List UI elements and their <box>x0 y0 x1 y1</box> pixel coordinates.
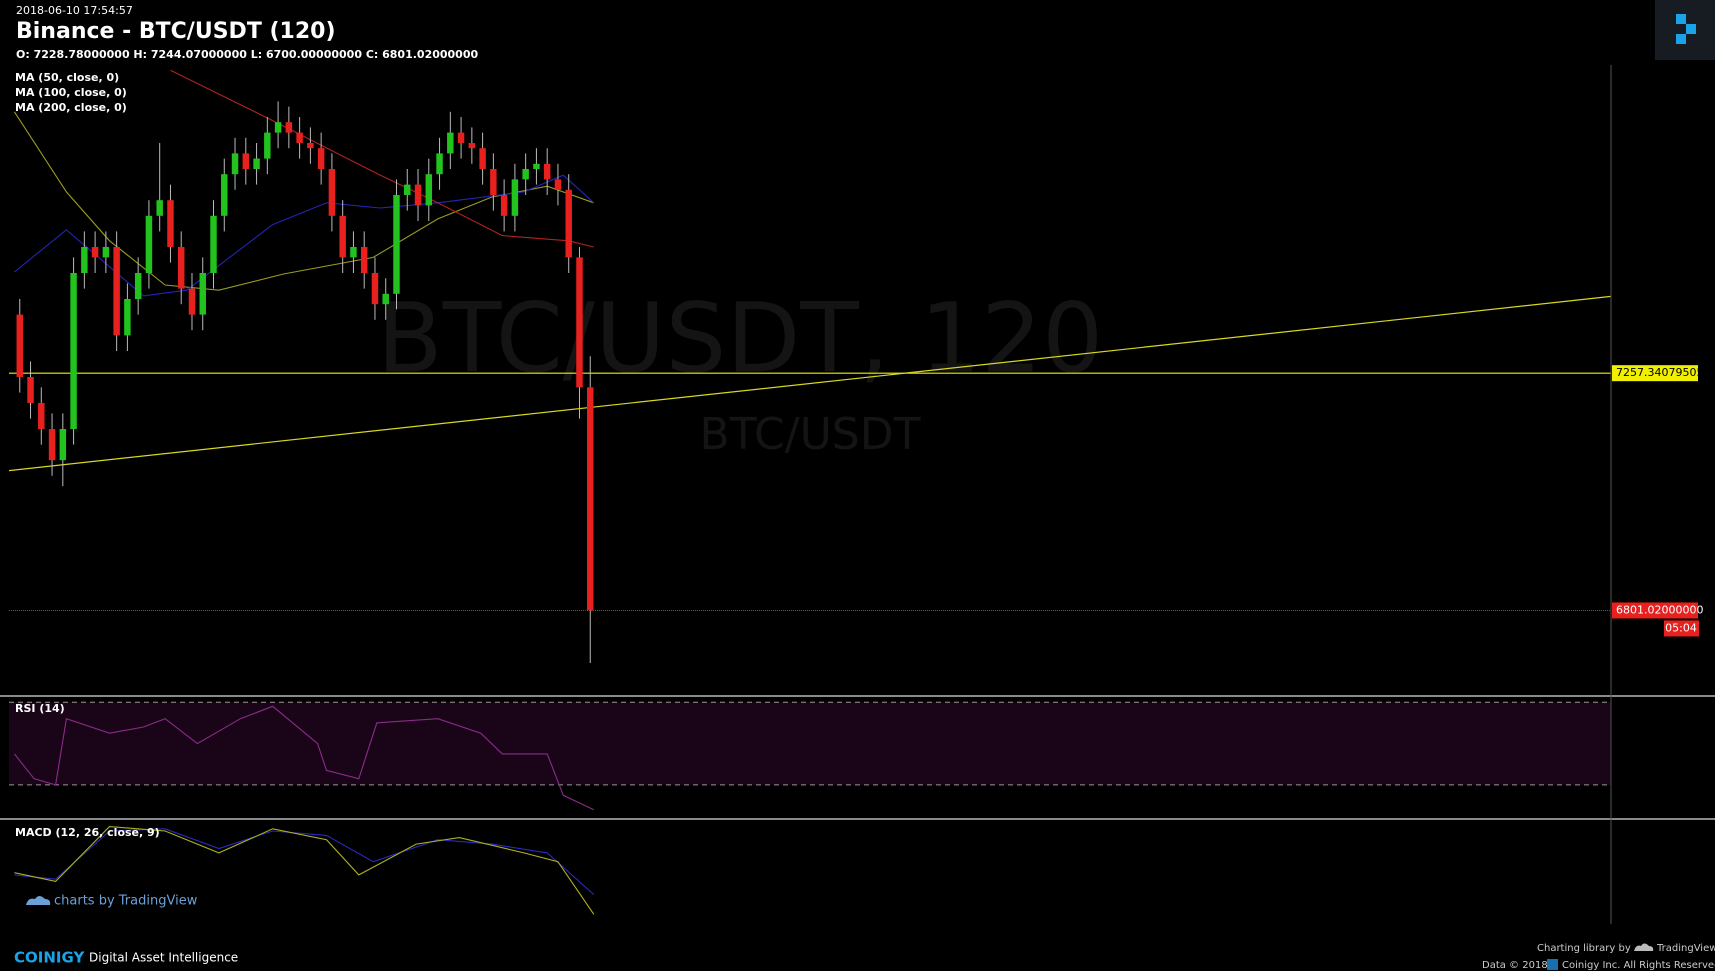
library: Charting library by <box>1537 943 1631 954</box>
candle-body <box>350 247 357 258</box>
candle-body <box>414 184 422 206</box>
candle-body <box>307 143 314 149</box>
candle-body <box>543 163 551 180</box>
candle-body <box>156 200 163 216</box>
legend-entry: MA (200, close, 0) <box>15 101 127 114</box>
countdown-box <box>1664 620 1699 637</box>
candle-body <box>296 132 303 143</box>
data-year: Data © 2018 <box>1482 960 1548 971</box>
candle-body <box>124 299 131 336</box>
library-name: TradingView <box>1656 943 1715 954</box>
legend-entry: MA (100, close, 0) <box>15 86 127 99</box>
indicator-pane <box>9 701 1611 811</box>
candle-body <box>38 403 45 429</box>
last-price-box <box>1612 602 1698 619</box>
candle-body <box>231 153 239 175</box>
tv-badge: charts by TradingView <box>54 894 198 909</box>
coinigy-logo-icon <box>1676 14 1696 44</box>
indicator-line <box>14 828 595 896</box>
candle-body <box>264 132 271 159</box>
candle-body <box>134 273 142 299</box>
candle-body <box>27 377 34 403</box>
candle-body <box>328 169 336 216</box>
candle-body <box>500 195 508 216</box>
pane-title: MACD (12, 26, close, 9) <box>15 826 160 839</box>
candle-body <box>479 148 486 169</box>
countdown-label: 05:04 <box>1665 621 1697 634</box>
candle-body <box>404 184 411 195</box>
marks <box>9 69 1611 915</box>
trend-line <box>9 295 1611 472</box>
candle-body <box>285 122 293 133</box>
candle-body <box>113 247 120 336</box>
candle-body <box>317 148 325 169</box>
rights: Coinigy Inc. All Rights Reserved <box>1562 960 1715 971</box>
candle-body <box>188 288 196 315</box>
candle-body <box>360 247 368 273</box>
indicator-pane <box>14 826 595 915</box>
candle-body <box>59 429 67 461</box>
candle-body <box>425 174 433 206</box>
header-ohlc: O: 7228.78000000 H: 7244.07000000 L: 670… <box>16 48 478 61</box>
hline-label: 7257.34079505 <box>1616 366 1703 379</box>
candle-body <box>253 158 260 169</box>
hline-label-box <box>1612 365 1698 382</box>
legend-entry: MA (50, close, 0) <box>15 71 119 84</box>
candle-body <box>533 163 540 169</box>
indicator-line <box>14 826 595 915</box>
coinigy-logo-box <box>1655 0 1715 60</box>
rsi-band <box>9 702 1611 785</box>
candle-body <box>554 179 562 190</box>
candle-body <box>177 247 185 289</box>
tv-icon <box>1634 943 1654 951</box>
coinigy-small-icon <box>1547 959 1558 970</box>
candle-body <box>490 169 497 195</box>
last-price-label: 6801.02000000 <box>1616 603 1703 616</box>
tagline: Digital Asset Intelligence <box>89 951 238 965</box>
candle-body <box>468 143 476 149</box>
candle-body <box>393 195 400 294</box>
watermark-sub: BTC/USDT <box>700 409 921 460</box>
candle-body <box>221 174 228 216</box>
candle-body <box>145 215 153 273</box>
candle-body <box>70 273 77 429</box>
header-datetime: 2018-06-10 17:54:57 <box>16 4 133 17</box>
candle-body <box>587 387 594 611</box>
candle-body <box>565 189 572 258</box>
candle-body <box>242 153 250 169</box>
candle-body <box>274 122 282 133</box>
candle-body <box>436 153 443 175</box>
candle-body <box>48 429 56 461</box>
candle-body <box>511 179 519 216</box>
candle-body <box>16 314 23 377</box>
labels: 7257.34079505 6801.02000000 05:04 MA (50, c… <box>15 71 1703 839</box>
main-pane <box>9 69 1611 663</box>
candle-body <box>102 247 110 258</box>
indicator-line <box>13 705 595 811</box>
candle-body <box>457 132 465 143</box>
pane-title: RSI (14) <box>15 702 65 715</box>
candle-body <box>576 257 583 388</box>
candle-body <box>199 273 206 315</box>
candle-body <box>447 132 454 154</box>
watermark: BTC/USDT, 120 <box>377 282 1103 394</box>
candle-body <box>167 200 174 247</box>
candle-body <box>371 273 379 305</box>
candle-body <box>339 215 346 258</box>
brand: COINIGY <box>14 949 85 967</box>
candle-body <box>382 293 389 305</box>
candle-body <box>91 247 99 258</box>
candle-body <box>522 169 529 180</box>
candle-body <box>210 215 217 273</box>
header-title: Binance - BTC/USDT (120) <box>16 19 336 44</box>
tv-cloud-icon <box>26 896 51 905</box>
candle-body <box>81 247 88 273</box>
